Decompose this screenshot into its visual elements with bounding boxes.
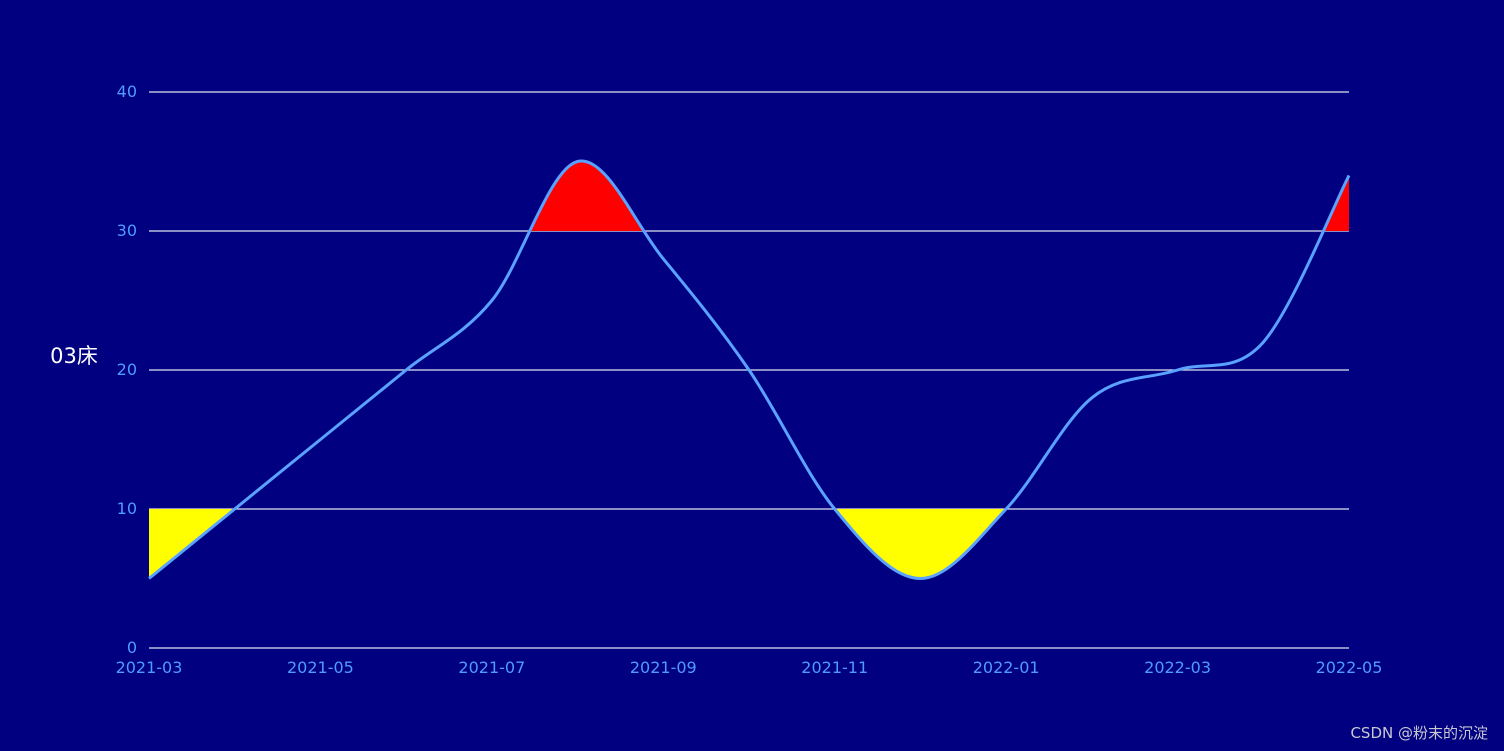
x-tick-label: 2022-05 bbox=[1316, 658, 1383, 677]
x-tick-label: 2021-09 bbox=[630, 658, 697, 677]
y-tick-label: 10 bbox=[117, 499, 137, 518]
x-tick-label: 2021-03 bbox=[116, 658, 183, 677]
series-line-layer bbox=[148, 159, 1351, 580]
x-tick-label: 2022-03 bbox=[1144, 658, 1211, 677]
watermark: CSDN @粉末的沉淀 bbox=[1350, 724, 1488, 742]
x-tick-label: 2021-07 bbox=[458, 658, 525, 677]
axes: 0 10 20 30 40 2021-03 2021-05 2021-07 2021-09 202… bbox=[116, 82, 1383, 677]
y-tick-label: 20 bbox=[117, 360, 137, 379]
x-tick-label: 2021-11 bbox=[801, 658, 868, 677]
x-tick-label: 2021-05 bbox=[287, 658, 354, 677]
y-tick-label: 0 bbox=[127, 638, 137, 657]
series-line bbox=[148, 159, 1351, 580]
x-tick-label: 2022-01 bbox=[973, 658, 1040, 677]
y-tick-label: 40 bbox=[117, 82, 137, 101]
y-axis-label: 03床 bbox=[50, 344, 98, 368]
y-tick-label: 30 bbox=[117, 221, 137, 240]
